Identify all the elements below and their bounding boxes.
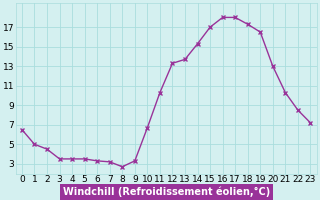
X-axis label: Windchill (Refroidissement éolien,°C): Windchill (Refroidissement éolien,°C) xyxy=(62,187,270,197)
